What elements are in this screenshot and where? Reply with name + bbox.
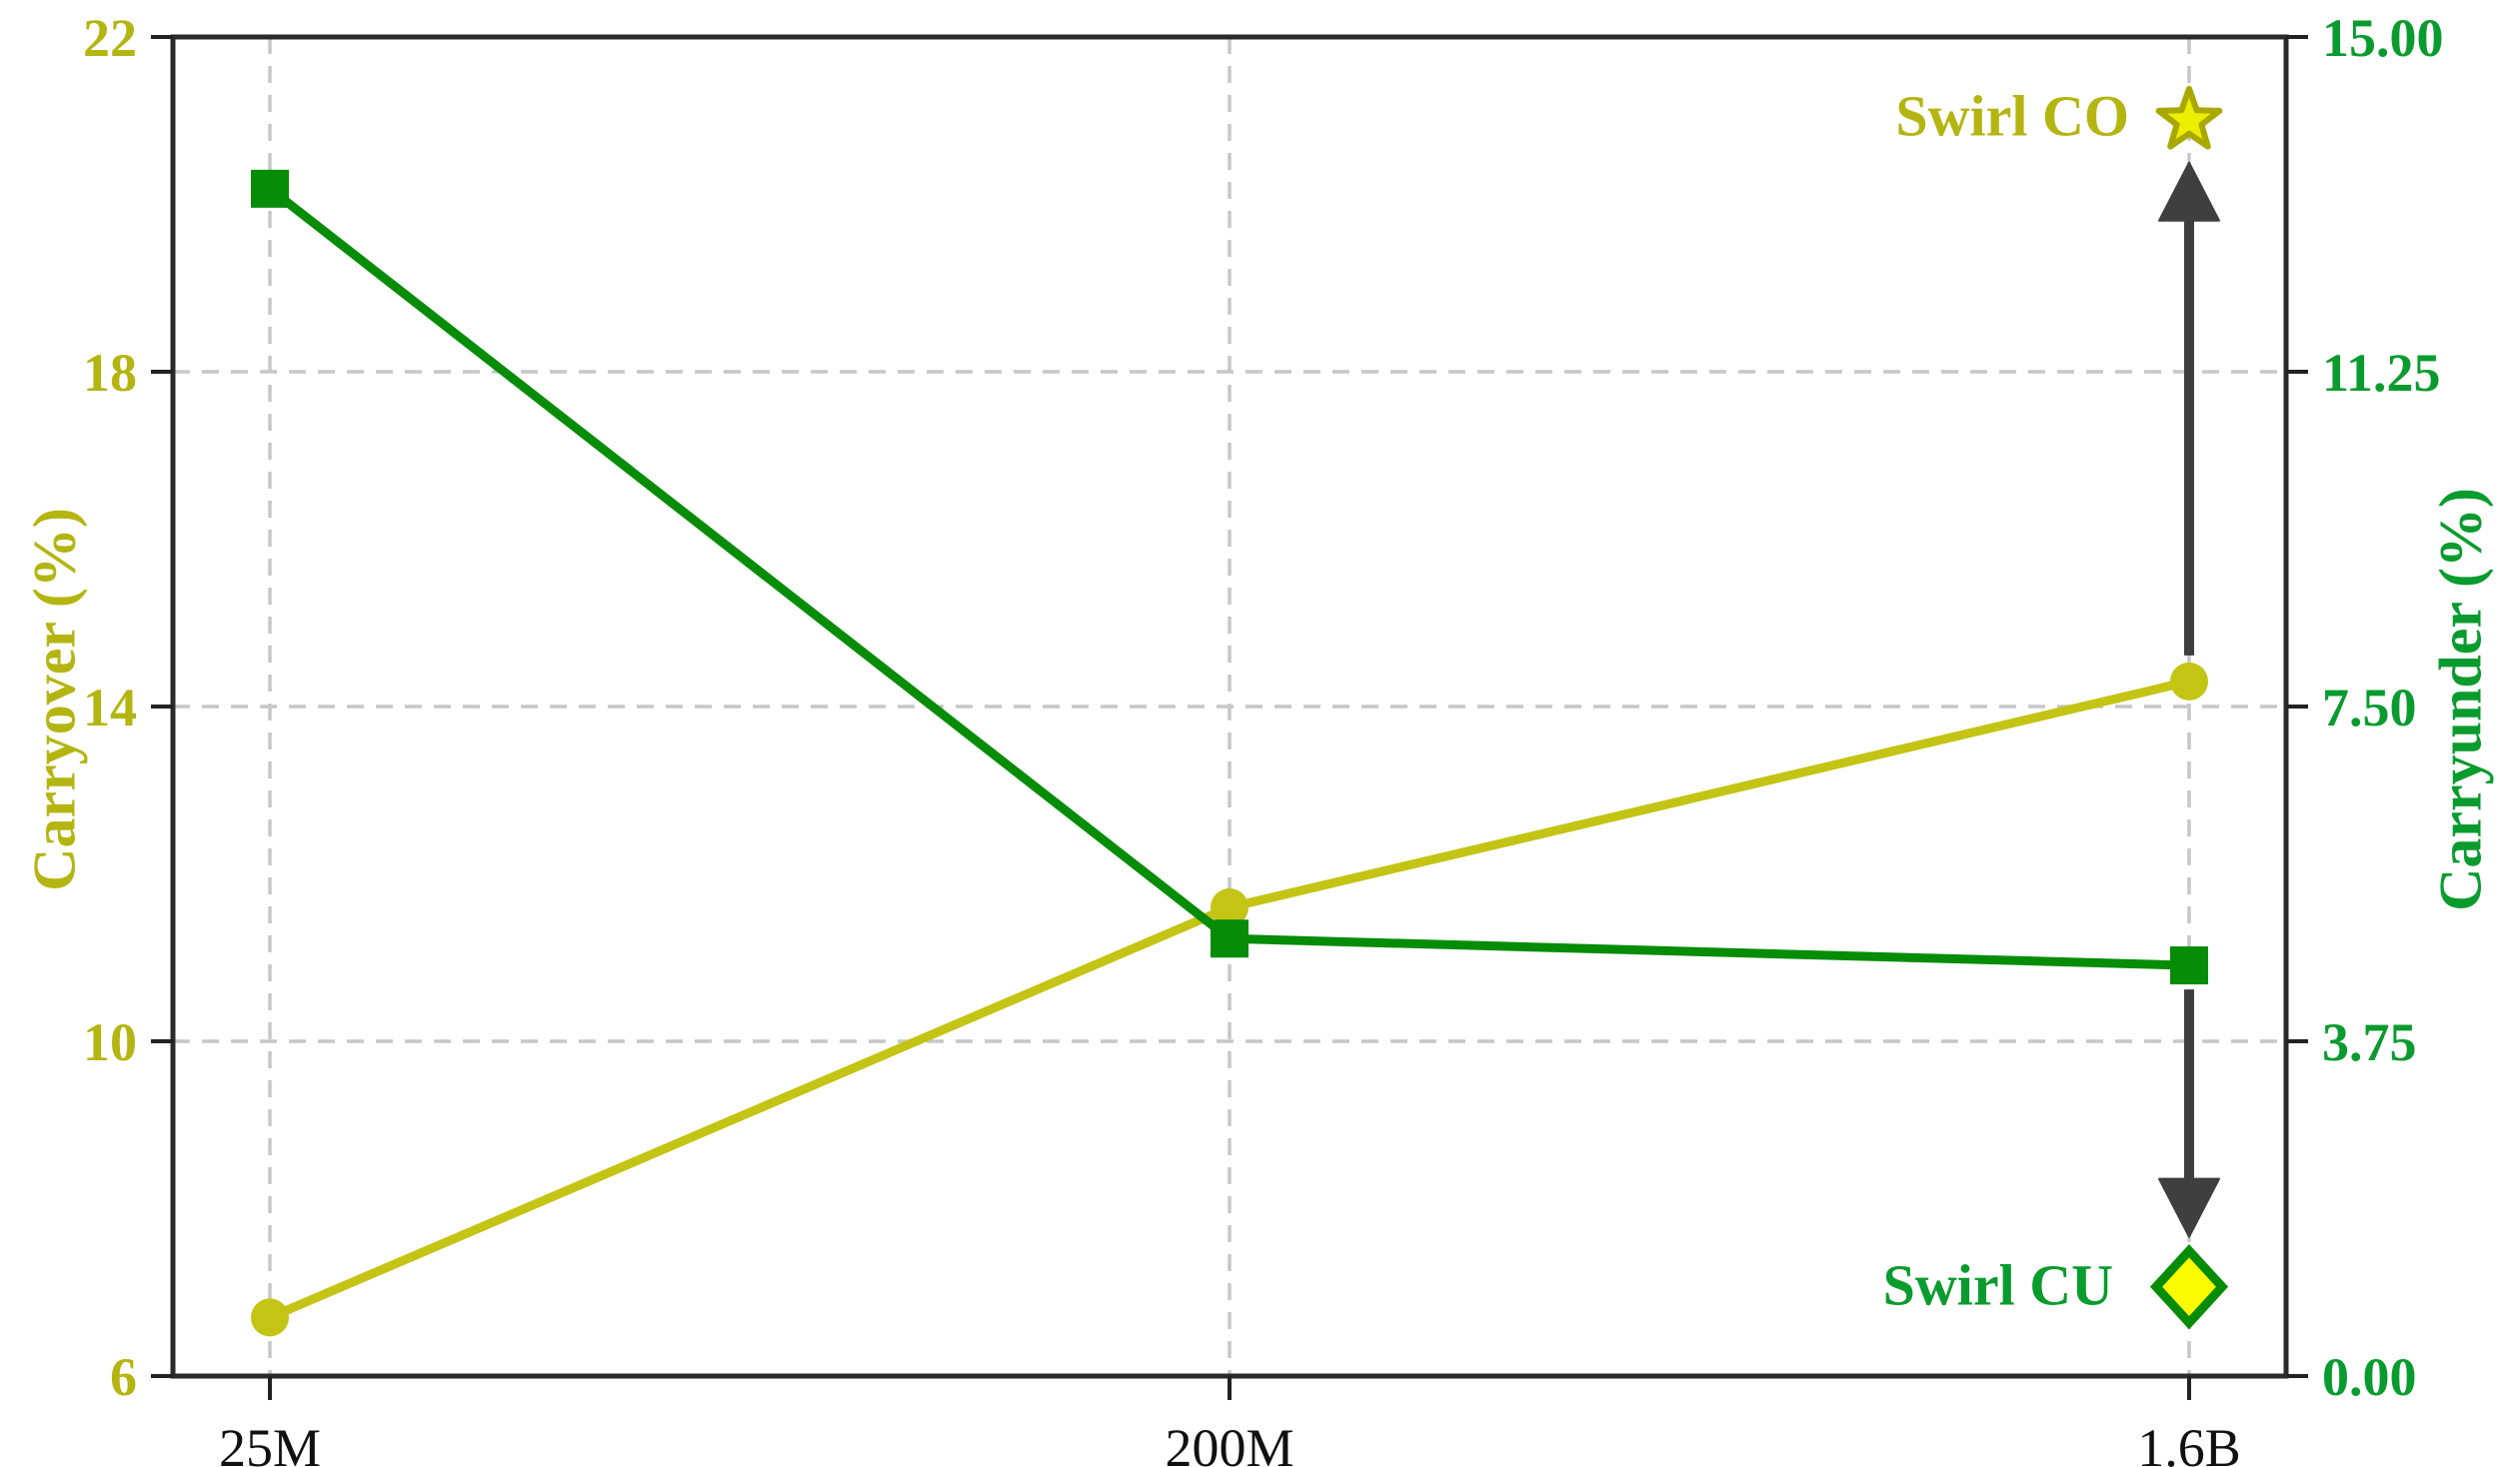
left-tick-label: 14 xyxy=(83,678,137,737)
star-marker xyxy=(2155,85,2223,150)
left-tick-label: 10 xyxy=(83,1012,137,1072)
right-tick-label: 7.50 xyxy=(2322,678,2417,737)
left-tick-label: 18 xyxy=(83,343,137,403)
square-marker xyxy=(2170,946,2208,985)
swirl-cu-label: Swirl CU xyxy=(1882,1252,2113,1318)
left-tick-label: 6 xyxy=(110,1347,137,1407)
right-axis-title: Carryunder (%) xyxy=(2427,488,2494,911)
square-marker xyxy=(251,169,289,208)
left-axis-title: Carryover (%) xyxy=(21,508,88,891)
x-tick-label: 25M xyxy=(219,1418,321,1467)
x-tick-label: 200M xyxy=(1165,1418,1293,1467)
circle-marker xyxy=(2170,662,2208,701)
right-tick-label: 15.00 xyxy=(2322,8,2444,68)
right-tick-label: 0.00 xyxy=(2322,1347,2417,1407)
square-marker xyxy=(1211,919,1249,958)
left-tick-label: 22 xyxy=(83,8,137,68)
x-tick-label: 1.6B xyxy=(2137,1418,2241,1467)
circle-marker xyxy=(251,1298,289,1337)
swirl-co-label: Swirl CO xyxy=(1895,83,2129,149)
right-tick-label: 3.75 xyxy=(2322,1012,2417,1072)
right-tick-label: 11.25 xyxy=(2322,343,2441,403)
circle-marker xyxy=(1211,888,1249,926)
diamond-marker xyxy=(2149,1244,2229,1330)
arrow-head-down-icon xyxy=(2158,1177,2220,1238)
arrow-head-up-icon xyxy=(2158,161,2220,222)
